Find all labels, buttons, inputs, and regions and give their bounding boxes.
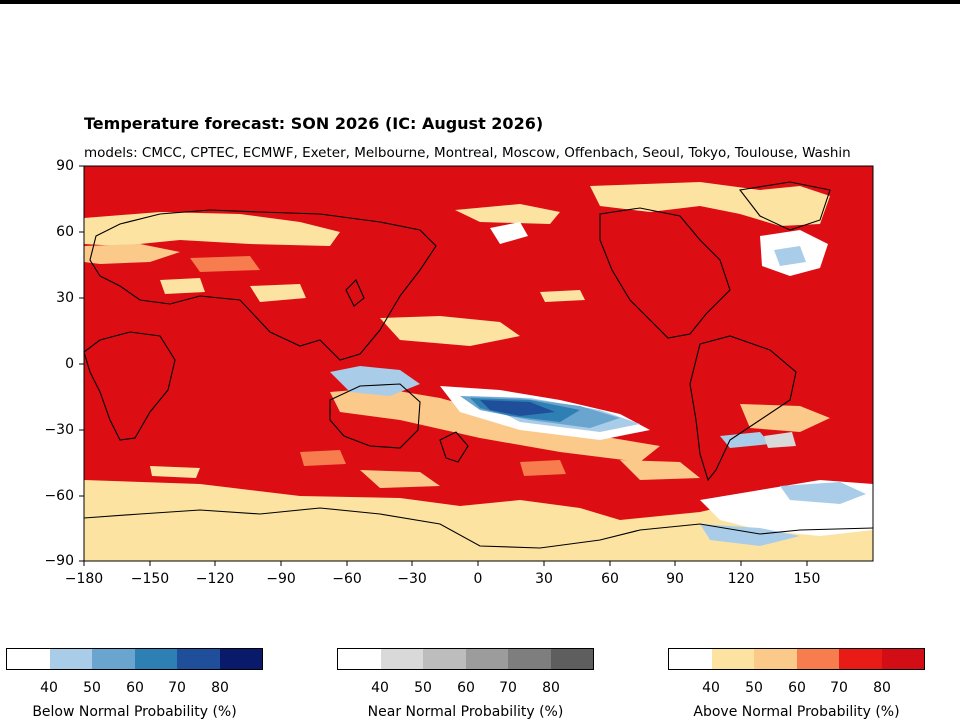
y-tick-label: 60 xyxy=(56,224,74,240)
x-tick-label: −90 xyxy=(266,571,296,587)
colorbar-swatch xyxy=(380,649,423,669)
x-tick-label: −30 xyxy=(397,571,427,587)
colorbar-label: Below Normal Probability (%) xyxy=(32,704,237,720)
colorbar-swatch xyxy=(219,649,262,669)
x-tick-label: −120 xyxy=(195,571,235,587)
x-tick-label: 30 xyxy=(535,571,553,587)
near-normal-40-50-regions xyxy=(764,432,796,448)
x-tick-label: −180 xyxy=(64,571,104,587)
colorbar-tick: 40 xyxy=(702,680,720,696)
x-tick-label: 150 xyxy=(793,571,821,587)
colorbar-tick: 80 xyxy=(542,680,560,696)
x-tick-label: 90 xyxy=(666,571,684,587)
x-tick-label: 0 xyxy=(473,571,483,587)
colorbar-swatch xyxy=(465,649,508,669)
north-america-coastline xyxy=(599,207,731,339)
colorbar-tick: 80 xyxy=(211,680,229,696)
chart-subtitle: models: CMCC, CPTEC, ECMWF, Exeter, Melb… xyxy=(84,145,851,161)
colorbar-tick: 60 xyxy=(457,680,475,696)
y-tick-label: 90 xyxy=(56,158,74,174)
greenland-coastline xyxy=(739,181,831,231)
colorbar-label: Near Normal Probability (%) xyxy=(367,704,564,720)
colorbar-tick: 80 xyxy=(873,680,891,696)
y-tick-label: 0 xyxy=(65,356,74,372)
colorbar-swatch xyxy=(839,649,882,669)
above-normal-60-70-regions xyxy=(190,256,566,476)
y-tick-label: −30 xyxy=(44,422,74,438)
colorbar-swatch xyxy=(177,649,220,669)
colorbar-tick: 50 xyxy=(745,680,763,696)
above-normal-40-50-regions xyxy=(84,182,873,561)
colorbar-swatch xyxy=(134,649,177,669)
colorbar-swatch xyxy=(7,649,50,669)
colorbar-tick: 70 xyxy=(168,680,186,696)
colorbar-tick: 50 xyxy=(414,680,432,696)
colorbar-swatch xyxy=(796,649,839,669)
colorbar-tick: 50 xyxy=(83,680,101,696)
y-tick-label: −60 xyxy=(44,488,74,504)
antarctica-coastline xyxy=(84,507,873,549)
x-tick-label: −150 xyxy=(130,571,170,587)
colorbar-swatch xyxy=(711,649,754,669)
colorbar-swatch xyxy=(49,649,92,669)
y-tick-label: −90 xyxy=(44,553,74,569)
colorbar-tick: 40 xyxy=(371,680,389,696)
colorbar-tick: 60 xyxy=(788,680,806,696)
map-layers xyxy=(84,166,873,561)
below-normal-colorbar: 40 50 60 70 80 Below Normal Probability … xyxy=(6,648,263,720)
colorbar-tick: 70 xyxy=(499,680,517,696)
eurasia-coastline xyxy=(89,209,437,361)
near-normal-colorbar-swatches xyxy=(337,648,594,670)
colorbar-tick: 40 xyxy=(40,680,58,696)
coastlines xyxy=(84,181,873,549)
japan-coastline xyxy=(345,279,365,307)
below-normal-70-80-regions xyxy=(480,400,555,416)
above-normal-colorbar-swatches xyxy=(668,648,925,670)
new-zealand-coastline xyxy=(439,431,469,463)
near-normal-colorbar: 40 50 60 70 80 Near Normal Probability (… xyxy=(337,648,594,720)
above-normal-50-60-regions xyxy=(84,244,830,488)
x-tick-label: 60 xyxy=(601,571,619,587)
y-tick-label: 30 xyxy=(56,290,74,306)
above-normal-colorbar: 40 50 60 70 80 Above Normal Probability … xyxy=(668,648,925,720)
colorbar-tick: 60 xyxy=(126,680,144,696)
chart-title: Temperature forecast: SON 2026 (IC: Augu… xyxy=(84,114,544,133)
colorbar-tick: 70 xyxy=(830,680,848,696)
below-normal-colorbar-swatches xyxy=(6,648,263,670)
colorbar-swatch xyxy=(669,649,712,669)
colorbar-swatch xyxy=(550,649,593,669)
y-tick-marks xyxy=(79,165,84,562)
colorbar-swatch xyxy=(423,649,466,669)
top-border xyxy=(0,0,960,4)
colorbar-swatch xyxy=(338,649,381,669)
x-tick-label: −60 xyxy=(332,571,362,587)
x-tick-marks xyxy=(83,561,808,566)
australia-coastline xyxy=(329,383,421,449)
colorbar-swatch xyxy=(881,649,924,669)
colorbar-swatch xyxy=(754,649,797,669)
south-america-coastline xyxy=(689,335,797,482)
africa-coastline xyxy=(84,331,176,441)
x-tick-label: 120 xyxy=(727,571,755,587)
colorbar-label: Above Normal Probability (%) xyxy=(693,704,900,720)
colorbar-swatch xyxy=(508,649,551,669)
colorbar-swatch xyxy=(92,649,135,669)
